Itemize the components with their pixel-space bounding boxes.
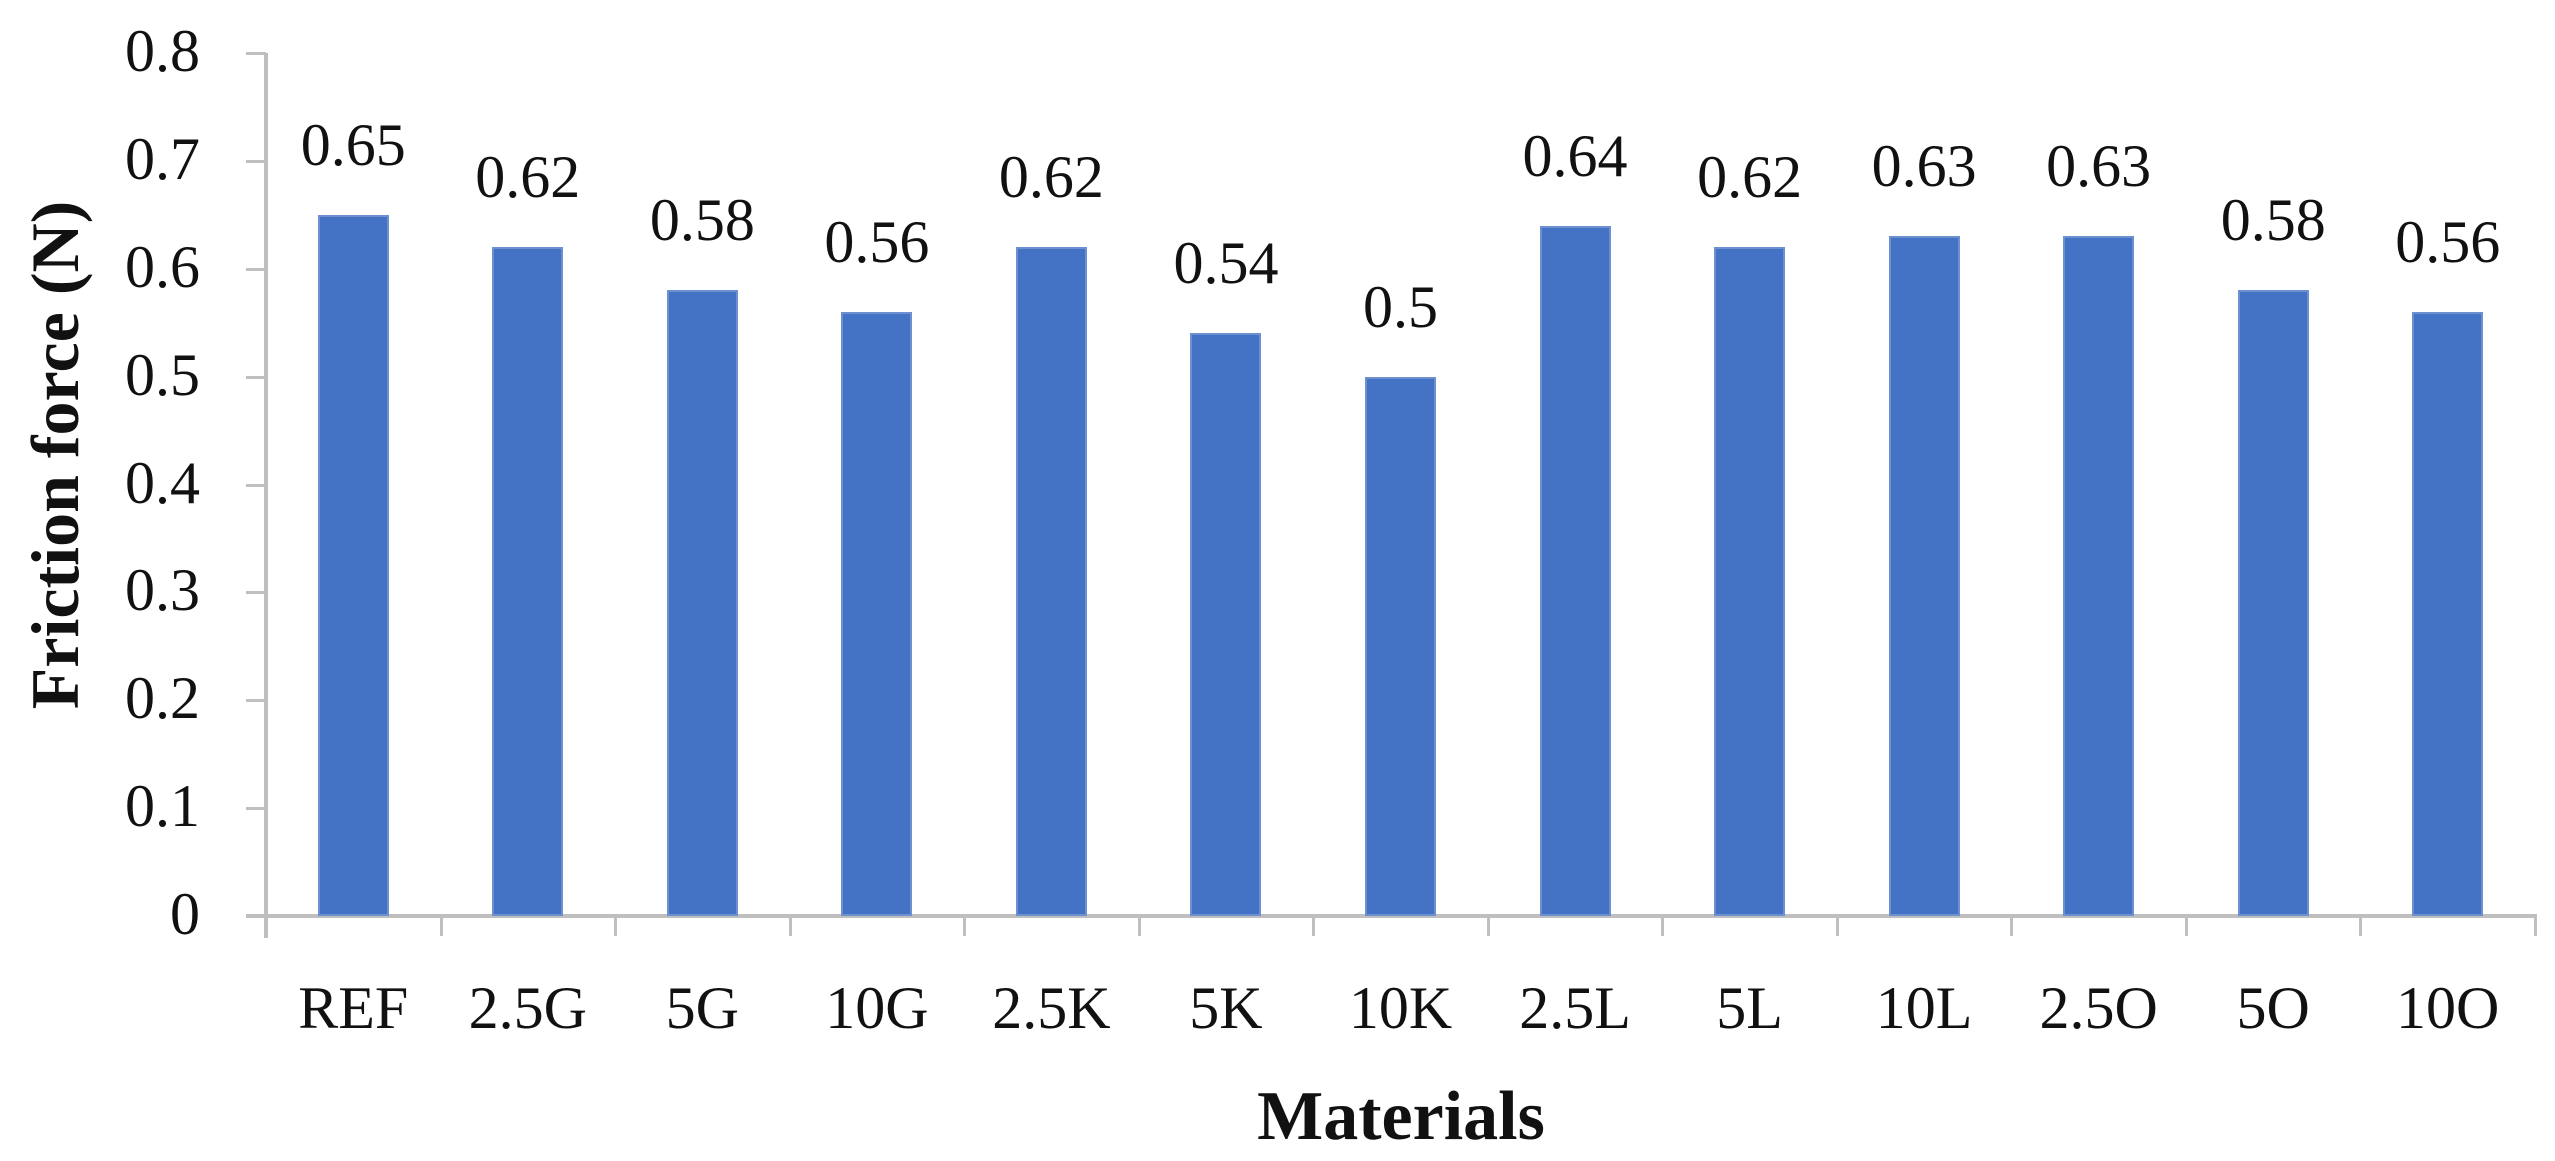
category-label: 2.5L [1519, 975, 1631, 1041]
y-tick-label: 0.8 [125, 18, 200, 84]
x-tick-mark [1835, 916, 1839, 936]
category-label: REF [298, 975, 409, 1041]
y-tick-mark [246, 483, 266, 487]
x-tick-mark [1661, 916, 1665, 936]
bar-2-5g [492, 247, 564, 916]
y-tick-label: 0.2 [125, 665, 200, 732]
x-axis-line [246, 914, 2537, 918]
y-axis-title: Friction force (N) [17, 200, 93, 710]
bar-5o [2237, 290, 2309, 916]
x-tick-mark [1312, 916, 1316, 936]
bar-2-5o [2063, 236, 2135, 916]
category-label: 2.5G [468, 975, 587, 1041]
data-label: 0.58 [649, 187, 755, 254]
x-tick-mark [788, 916, 792, 936]
x-tick-mark [2184, 916, 2188, 936]
category-label: 5K [1189, 975, 1263, 1041]
x-tick-mark [2359, 916, 2363, 936]
category-label: 2.5O [2039, 975, 2158, 1041]
bar-10l [1888, 236, 1960, 916]
x-tick-mark [614, 916, 618, 936]
y-tick-label: 0.5 [125, 341, 200, 408]
y-tick-mark [246, 52, 266, 55]
category-label: 10L [1875, 975, 1973, 1041]
category-label: 5O [2236, 975, 2310, 1041]
data-label: 0.62 [998, 144, 1104, 211]
x-tick-mark [2010, 916, 2014, 936]
y-tick-label: 0.7 [125, 125, 200, 192]
x-tick-mark [963, 916, 967, 936]
bar-10k [1365, 376, 1436, 916]
y-tick-label: 0.4 [125, 449, 200, 516]
x-axis-title: Materials [1257, 1078, 1545, 1155]
y-tick-label: 0.6 [125, 233, 200, 300]
x-tick-mark [265, 916, 268, 936]
bar-10g [841, 311, 913, 916]
data-label: 0.65 [300, 111, 406, 178]
data-label: 0.56 [2395, 208, 2501, 275]
y-tick-mark [246, 915, 266, 918]
bar-ref [317, 214, 389, 916]
data-label: 0.64 [1522, 122, 1628, 189]
data-label: 0.62 [1697, 144, 1803, 211]
data-label: 0.54 [1173, 230, 1279, 297]
x-tick-mark [439, 916, 443, 936]
y-tick-mark [246, 699, 266, 703]
y-tick-mark [246, 159, 266, 163]
category-label: 10K [1348, 975, 1453, 1041]
y-tick-mark [246, 807, 266, 811]
y-tick-mark [246, 591, 266, 595]
data-label: 0.63 [2046, 133, 2152, 200]
category-label: 5G [665, 975, 740, 1041]
data-label: 0.5 [1363, 273, 1438, 340]
x-tick-mark [2534, 916, 2537, 936]
category-label: 2.5K [992, 975, 1111, 1041]
bar-2-5k [1015, 247, 1087, 916]
bar-2-5l [1539, 225, 1611, 916]
bar-5g [666, 290, 738, 916]
y-axis-line [264, 53, 268, 938]
category-label: 5L [1716, 975, 1783, 1041]
category-label: 10O [2396, 975, 2500, 1041]
data-label: 0.58 [2220, 187, 2326, 254]
category-label: 10G [825, 975, 929, 1041]
data-label: 0.63 [1871, 133, 1977, 200]
y-tick-mark [246, 375, 266, 379]
data-label: 0.56 [824, 208, 930, 275]
y-tick-label: 0.1 [125, 773, 200, 840]
y-tick-label: 0.3 [125, 557, 200, 624]
bar-5k [1190, 333, 1262, 916]
bar-10o [2412, 311, 2484, 916]
bar-5l [1714, 247, 1786, 916]
x-tick-mark [1137, 916, 1141, 936]
data-label: 0.62 [475, 144, 581, 211]
x-tick-mark [1486, 916, 1490, 936]
y-tick-label: 0 [170, 881, 200, 947]
y-tick-mark [246, 267, 266, 271]
